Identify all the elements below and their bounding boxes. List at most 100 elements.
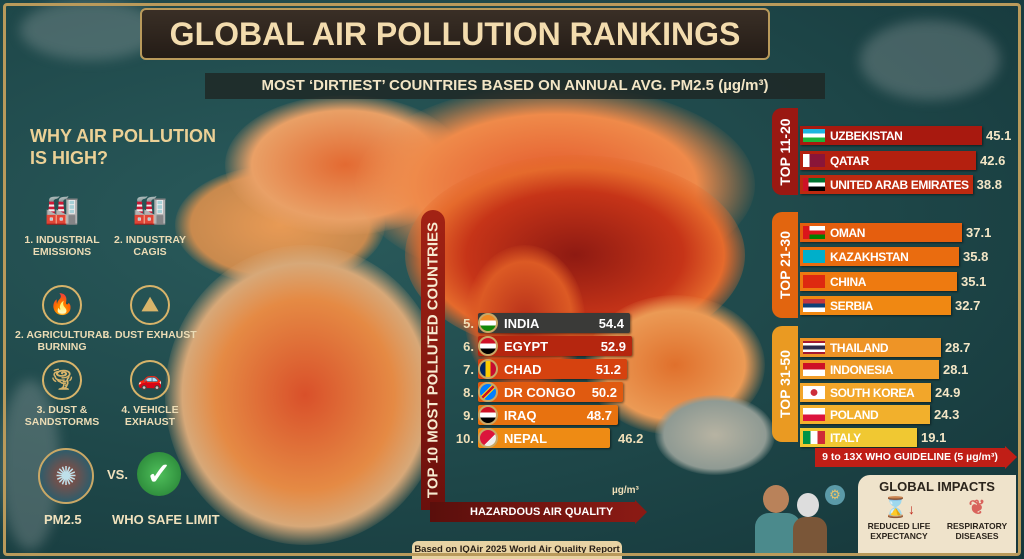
country-name: THAILAND — [830, 340, 889, 355]
country-name: INDIA — [504, 315, 540, 331]
country-value: 46.2 — [618, 430, 644, 446]
cause-label: 1. INDUSTRIAL EMISSIONS — [24, 234, 100, 258]
country-name: ITALY — [830, 430, 861, 445]
group-label-text: TOP 21-30 — [777, 231, 793, 299]
flag-icon — [478, 336, 498, 356]
country-value: 32.7 — [955, 298, 981, 313]
hourglass-down-icon: ⌛↓ — [883, 497, 915, 519]
field-fire-icon: 🔥 — [42, 285, 82, 325]
page-subtitle: MOST ‘DIRTIEST’ COUNTRIES BASED ON ANNUA… — [205, 73, 825, 99]
flag-icon — [478, 313, 498, 333]
country-name: OMAN — [830, 225, 866, 240]
cause-label: 3. DUST EXHAUST — [103, 329, 197, 341]
country-name: INDONESIA — [830, 362, 894, 377]
flag-icon — [803, 341, 825, 354]
impact-label: RESPIRATORY DISEASES — [946, 521, 1008, 541]
global-impacts-panel: GLOBAL IMPACTS ⌛↓ REDUCED LIFE EXPECTANC… — [858, 475, 1016, 555]
check-icon: ✓ — [137, 452, 181, 496]
impact-item: ⌛↓ REDUCED LIFE EXPECTANCY — [860, 495, 938, 541]
unit-label: µg/m³ — [612, 485, 639, 496]
value-bar: IRAQ 48.7 — [478, 405, 618, 425]
cause-label: 2. INDUSTRAY CAGIS — [114, 234, 186, 258]
ranking-row: ITALY 19.1 — [800, 428, 946, 447]
impact-item: ❦ RESPIRATORY DISEASES — [938, 495, 1016, 541]
country-name: UNITED ARAB EMIRATES — [830, 177, 969, 192]
power-plant-icon: 🏭 — [132, 194, 168, 225]
flag-icon — [478, 359, 498, 379]
country-name: KAZAKHSTAN — [830, 249, 909, 264]
source-footer: Based on IQAir 2025 World Air Quality Re… — [412, 541, 622, 559]
smoke-cloud — [20, 0, 160, 60]
rank: 7. — [463, 361, 474, 377]
country-value: 19.1 — [921, 430, 947, 445]
flag-icon — [803, 129, 825, 142]
ranking-row: THAILAND 28.7 — [800, 338, 970, 357]
flag-icon — [478, 382, 498, 402]
country-name: EGYPT — [504, 338, 549, 354]
cause-label: 3. DUST & SANDSTORMS — [24, 404, 100, 428]
country-value: 35.8 — [963, 249, 989, 264]
factory-icon: 🏭 — [44, 194, 80, 225]
flag-icon — [803, 299, 825, 312]
country-value: 45.1 — [986, 128, 1012, 143]
rank: 5. — [463, 315, 474, 331]
top10-label: TOP 10 MOST POLLUTED COUNTRIES — [421, 210, 445, 510]
value-bar: UZBEKISTAN — [800, 126, 982, 145]
who-guideline-banner: 9 to 13X WHO GUIDELINE (5 µg/m³) — [815, 446, 1017, 469]
value-bar: CHAD 51.2 — [478, 359, 627, 379]
country-value: 54.4 — [598, 315, 624, 331]
top10-row: 8. DR CONGO 50.2 — [452, 382, 623, 402]
country-value: 52.9 — [600, 338, 626, 354]
country-value: 24.3 — [934, 407, 960, 422]
cause-item: 🌪 3. DUST & SANDSTORMS — [12, 360, 112, 428]
ranking-row: OMAN 37.1 — [800, 223, 991, 242]
top10-label-text: TOP 10 MOST POLLUTED COUNTRIES — [424, 221, 442, 499]
value-bar: CHINA — [800, 272, 957, 291]
masked-people-illustration: ⚙ — [755, 485, 850, 555]
country-name: CHINA — [830, 274, 866, 289]
flag-icon — [803, 386, 825, 399]
ranking-row: CHINA 35.1 — [800, 272, 986, 291]
smoke-cloud — [860, 20, 1000, 100]
country-value: 28.7 — [945, 340, 971, 355]
rank: 9. — [463, 407, 474, 423]
pm25-particle-icon: ✺ — [38, 448, 94, 504]
value-bar: QATAR — [800, 151, 976, 170]
value-bar: DR CONGO 50.2 — [478, 382, 623, 402]
causes-heading-line: WHY AIR POLLUTION — [30, 126, 216, 146]
rank: 10. — [455, 430, 474, 446]
rank: 6. — [463, 338, 474, 354]
who-safe-limit-label: WHO SAFE LIMIT — [112, 512, 220, 527]
causes-heading-line: IS HIGH? — [30, 148, 109, 168]
top10-row: 10. NEPAL 46.2 — [452, 428, 649, 448]
top10-row: 9. IRAQ 48.7 — [452, 405, 618, 425]
dust-pile-icon: ⛰ — [130, 285, 170, 325]
ranking-row: INDONESIA 28.1 — [800, 360, 968, 379]
country-value: 38.8 — [976, 177, 1002, 192]
flag-icon — [803, 154, 825, 167]
rank: 8. — [463, 384, 474, 400]
country-name: QATAR — [830, 153, 869, 168]
country-value: 24.9 — [935, 385, 961, 400]
value-bar: INDIA 54.4 — [478, 313, 630, 333]
value-bar: SERBIA — [800, 296, 951, 315]
top10-row: 5. INDIA 54.4 — [452, 313, 630, 333]
flag-icon — [803, 363, 825, 376]
cause-label: 2. AGRICULTURAL BURNING — [15, 329, 109, 353]
causes-heading: WHY AIR POLLUTION IS HIGH? — [30, 125, 216, 169]
flag-icon — [478, 405, 498, 425]
value-bar: THAILAND — [800, 338, 941, 357]
value-bar: SOUTH KOREA — [800, 383, 931, 402]
country-name: CHAD — [504, 361, 542, 377]
ranking-row: UZBEKISTAN 45.1 — [800, 126, 1011, 145]
cause-item: ⛰ 3. DUST EXHAUST — [100, 285, 200, 341]
group-label-text: TOP 31-50 — [777, 350, 793, 418]
cause-item: 🚗 4. VEHICLE EXHAUST — [100, 360, 200, 428]
group-label: TOP 11-20 — [772, 108, 798, 195]
value-bar: NEPAL — [478, 428, 610, 448]
country-value: 35.1 — [961, 274, 987, 289]
country-name: DR CONGO — [504, 384, 576, 400]
country-name: SERBIA — [830, 298, 873, 313]
value-bar: INDONESIA — [800, 360, 939, 379]
country-value: 42.6 — [980, 153, 1006, 168]
